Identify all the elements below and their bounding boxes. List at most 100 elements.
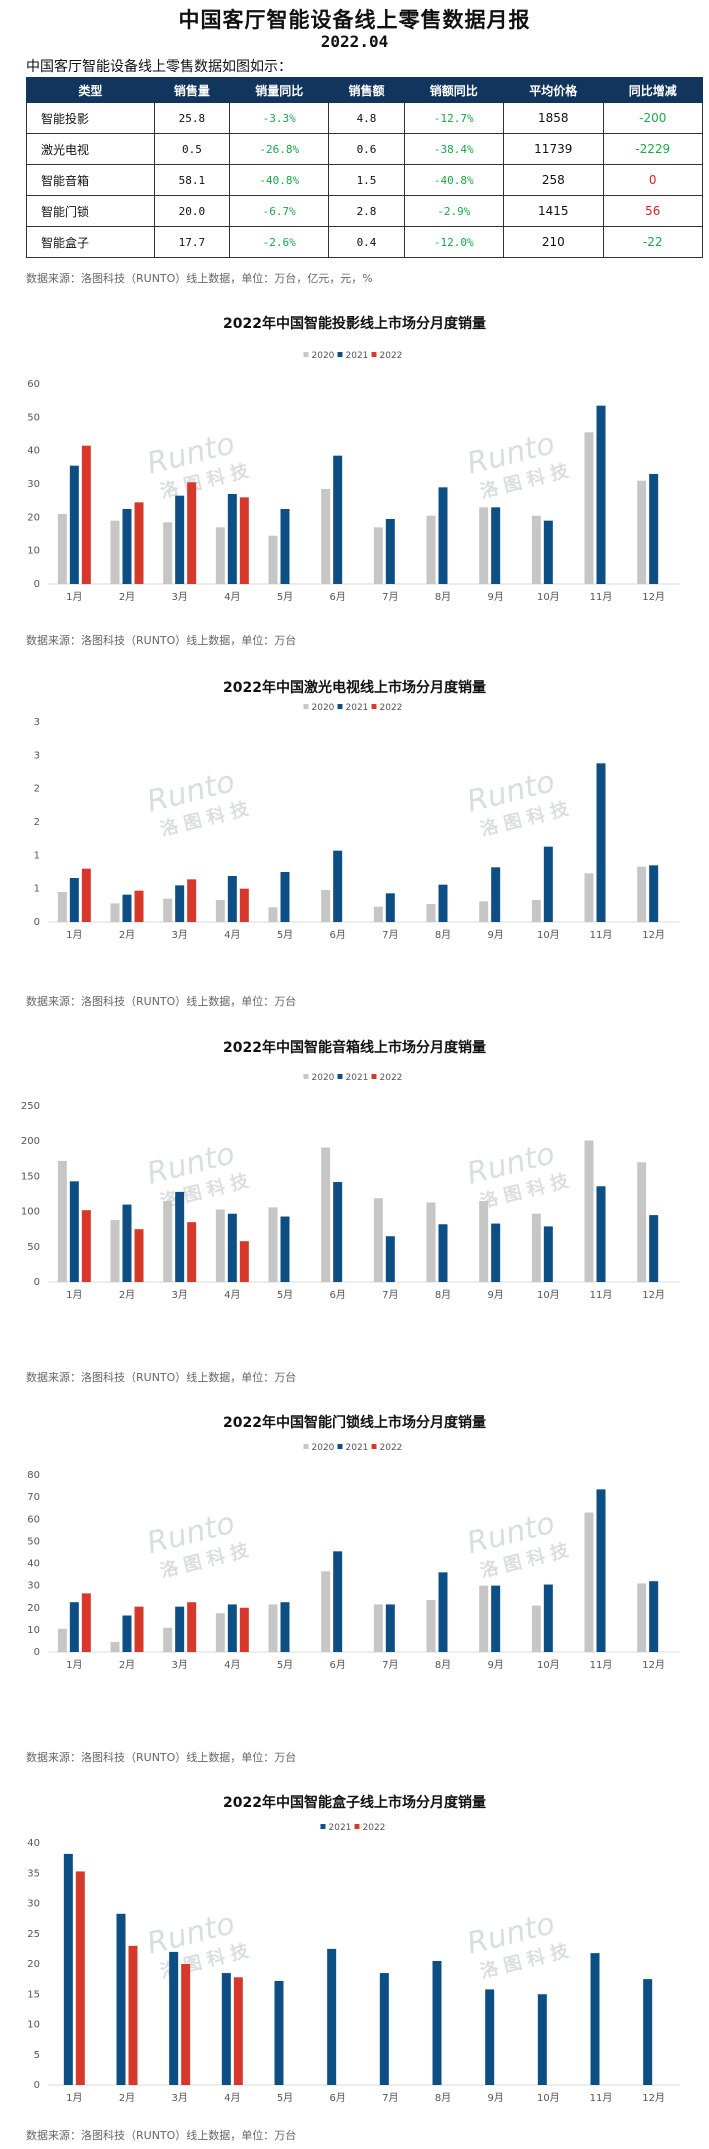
chart-legend: 2020 2021 2022 (303, 351, 403, 361)
x-tick-label: 9月 (487, 2092, 503, 2104)
x-tick-label: 3月 (171, 2092, 187, 2104)
avg-price-cell: 1415 (503, 195, 604, 227)
bar-2020 (110, 1220, 120, 1282)
y-tick-label: 0 (34, 1647, 40, 1658)
bar-2020 (426, 515, 436, 584)
x-tick-label: 12月 (642, 591, 665, 603)
bar-2020 (110, 520, 120, 584)
bar-2020 (373, 1198, 383, 1282)
chart-source-note: 数据来源：洛图科技（RUNTO）线上数据，单位：万台 (26, 2129, 297, 2142)
bar-2021 (438, 1224, 448, 1282)
x-tick-label: 10月 (537, 2092, 560, 2104)
bar-2022 (134, 502, 144, 584)
y-tick-label: 20 (27, 1603, 40, 1614)
y-tick-label: 2 (34, 784, 40, 795)
bar-2021 (327, 1948, 337, 2085)
legend-swatch (337, 352, 343, 357)
revenue-yoy-cell: -12.0% (403, 226, 505, 258)
x-tick-label: 12月 (642, 1289, 665, 1301)
y-tick-label: 100 (21, 1207, 40, 1218)
report-date: 2022.04 (320, 32, 389, 51)
bar-2022 (134, 890, 144, 922)
bar-2020 (321, 1571, 331, 1652)
bar-2021 (227, 1213, 237, 1282)
volume-cell: 58.1 (153, 164, 230, 196)
x-tick-label: 12月 (642, 1659, 665, 1671)
bar-2021 (69, 1602, 79, 1652)
bar-2021 (333, 1182, 343, 1282)
x-tick-label: 6月 (329, 591, 345, 603)
bar-2021 (379, 1973, 389, 2085)
volume-yoy-cell: -2.6% (228, 226, 330, 258)
bar-2021 (543, 846, 553, 922)
y-tick-label: 250 (21, 1101, 40, 1112)
bar-2022 (187, 1602, 197, 1652)
revenue-yoy-cell: -2.9% (403, 195, 505, 227)
bar-2021 (333, 455, 343, 584)
x-tick-label: 1月 (66, 2092, 82, 2104)
x-tick-label: 9月 (487, 1659, 503, 1671)
x-tick-label: 5月 (277, 929, 293, 941)
bar-2021 (169, 1951, 179, 2085)
x-tick-label: 11月 (590, 1289, 613, 1301)
x-tick-label: 8月 (435, 1659, 451, 1671)
y-tick-label: 40 (27, 1838, 40, 1849)
revenue-yoy-cell: -38.4% (403, 133, 505, 165)
x-tick-label: 3月 (171, 591, 187, 603)
x-tick-label: 4月 (224, 929, 240, 941)
bar-2020 (584, 873, 594, 922)
legend-label: 2020 (312, 703, 335, 713)
bar-2021 (543, 1226, 553, 1282)
bar-2020 (321, 890, 331, 922)
bar-2021 (333, 850, 343, 922)
bar-2020 (373, 527, 383, 584)
y-tick-label: 25 (27, 1929, 40, 1940)
bar-2021 (227, 494, 237, 584)
table-row: 智能投影 25.8 -3.3% 4.8 -12.7% 1858 -200 (26, 102, 703, 134)
bar-2020 (57, 514, 67, 584)
x-tick-label: 1月 (66, 929, 82, 941)
x-tick-label: 11月 (590, 2092, 613, 2104)
x-tick-label: 2月 (119, 2092, 135, 2104)
bar-2021 (333, 1551, 343, 1652)
bar-2021 (438, 1572, 448, 1652)
x-tick-label: 12月 (642, 2092, 665, 2104)
bar-2021 (63, 1853, 73, 2085)
x-tick-label: 1月 (66, 1289, 82, 1301)
bar-2020 (479, 1201, 489, 1282)
x-tick-label: 5月 (277, 1289, 293, 1301)
y-tick-label: 0 (34, 1277, 40, 1288)
bar-2021 (385, 519, 395, 584)
column-header: 平均价格 (503, 77, 604, 103)
volume-cell: 0.5 (153, 133, 230, 165)
table-source-note: 数据来源：洛图科技（RUNTO）线上数据，单位：万台，亿元，元，% (26, 272, 373, 285)
y-tick-label: 50 (27, 1536, 40, 1547)
bar-2021 (491, 507, 501, 584)
bar-2021 (274, 1980, 284, 2085)
chart-title: 2022年中国智能门锁线上市场分月度销量 (223, 1414, 486, 1431)
y-tick-label: 10 (27, 1625, 40, 1636)
bar-2021 (543, 1584, 553, 1652)
legend-label: 2021 (346, 351, 369, 361)
bar-2021 (543, 520, 553, 584)
legend-label: 2022 (380, 351, 403, 361)
x-tick-label: 2月 (119, 1289, 135, 1301)
table-row: 智能盒子 17.7 -2.6% 0.4 -12.0% 210 -22 (26, 226, 703, 258)
category-cell: 激光电视 (26, 133, 155, 165)
bar-2020 (479, 507, 489, 584)
y-tick-label: 70 (27, 1492, 40, 1503)
y-tick-label: 0 (34, 579, 40, 590)
legend-label: 2022 (380, 1073, 403, 1083)
bar-2021 (385, 1236, 395, 1282)
bar-2021 (175, 1606, 185, 1652)
avg-price-cell: 11739 (503, 133, 604, 165)
y-tick-label: 0 (34, 917, 40, 928)
bar-2022 (187, 482, 197, 584)
chart-title: 2022年中国智能盒子线上市场分月度销量 (223, 1794, 486, 1811)
chart-title: 2022年中国智能投影线上市场分月度销量 (223, 315, 486, 332)
change-cell: 0 (602, 164, 703, 196)
bar-2021 (69, 1181, 79, 1282)
